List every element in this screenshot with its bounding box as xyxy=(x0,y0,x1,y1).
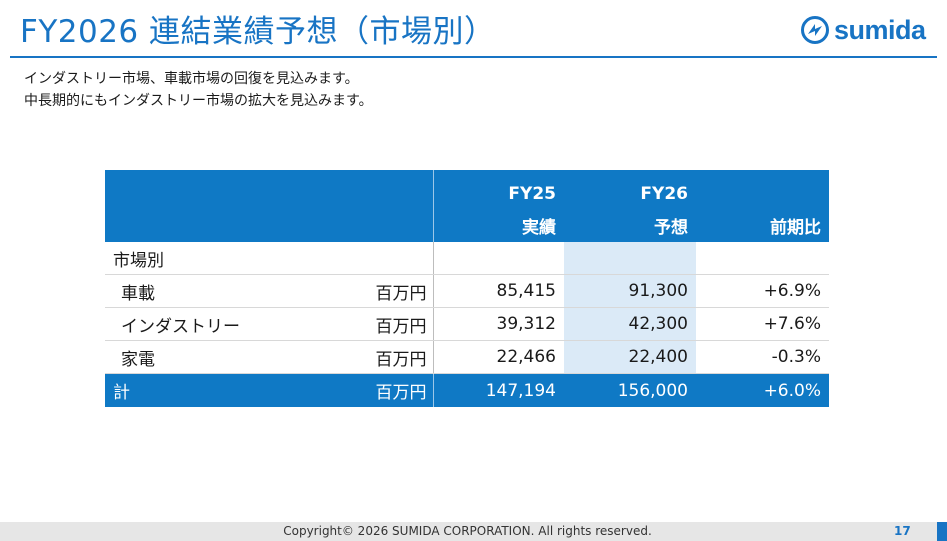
header-fy25-actual: 実績 xyxy=(433,208,564,242)
row-label-cell: 家電 百万円 xyxy=(105,340,434,374)
total-fy26-value: 156,000 xyxy=(564,373,696,407)
header-yoy-change: 前期比 xyxy=(696,208,829,242)
fy25-value: 39,312 xyxy=(433,307,564,341)
header-blank-cell xyxy=(696,170,829,208)
header-row-years: FY25 FY26 xyxy=(105,170,829,208)
header-blank-cell xyxy=(105,208,434,242)
header-fy26: FY26 xyxy=(564,170,696,208)
footer-accent-bar xyxy=(937,522,947,541)
row-label-cell: 車載 百万円 xyxy=(105,274,434,308)
yoy-value: -0.3% xyxy=(696,340,829,374)
title-divider xyxy=(10,56,937,58)
fy26-value: 22,400 xyxy=(564,340,696,374)
fy26-value: 91,300 xyxy=(564,274,696,308)
intro-line: インダストリー市場、車載市場の回復を見込みます。 xyxy=(24,71,359,87)
header-blank-cell xyxy=(105,170,434,208)
company-logo: sumida xyxy=(800,10,926,50)
section-row: 市場別 xyxy=(105,242,829,275)
sumida-logo-icon xyxy=(801,16,829,44)
table-cell xyxy=(564,242,696,275)
slide-footer: Copyright© 2026 SUMIDA CORPORATION. All … xyxy=(0,522,947,541)
header-fy25: FY25 xyxy=(433,170,564,208)
page-number: 17 xyxy=(894,524,911,538)
total-label: 計 xyxy=(113,383,130,403)
fy26-value: 42,300 xyxy=(564,307,696,341)
header-fy26-forecast: 予想 xyxy=(564,208,696,242)
yoy-value: +6.9% xyxy=(696,274,829,308)
slide-title: FY2026 連結業績予想（市場別） xyxy=(20,14,496,50)
logo-wordmark: sumida xyxy=(834,14,926,45)
header-row-types: 実績 予想 前期比 xyxy=(105,208,829,242)
row-label-cell: インダストリー 百万円 xyxy=(105,307,434,341)
row-unit: 百万円 xyxy=(375,283,427,304)
yoy-value: +7.6% xyxy=(696,307,829,341)
section-label: 市場別 xyxy=(105,242,434,275)
total-row: 計 百万円 147,194 156,000 +6.0% xyxy=(105,373,829,407)
fy25-value: 85,415 xyxy=(433,274,564,308)
row-unit: 百万円 xyxy=(375,349,427,370)
total-label-cell: 計 百万円 xyxy=(105,373,434,407)
table-cell xyxy=(696,242,829,275)
copyright-text: Copyright© 2026 SUMIDA CORPORATION. All … xyxy=(283,524,652,538)
table-row: 家電 百万円 22,466 22,400 -0.3% xyxy=(105,340,829,374)
fy25-value: 22,466 xyxy=(433,340,564,374)
total-yoy-value: +6.0% xyxy=(696,373,829,407)
intro-line: 中長期的にもインダストリー市場の拡大を見込みます。 xyxy=(24,93,373,109)
table-row: インダストリー 百万円 39,312 42,300 +7.6% xyxy=(105,307,829,341)
table-cell xyxy=(433,242,564,275)
row-label: 車載 xyxy=(121,283,155,304)
total-unit: 百万円 xyxy=(375,383,427,403)
table-row: 車載 百万円 85,415 91,300 +6.9% xyxy=(105,274,829,308)
total-fy25-value: 147,194 xyxy=(433,373,564,407)
row-unit: 百万円 xyxy=(375,316,427,337)
intro-text: インダストリー市場、車載市場の回復を見込みます。 中長期的にもインダストリー市場… xyxy=(24,68,373,112)
row-label: 家電 xyxy=(121,349,155,370)
forecast-table: FY25 FY26 実績 予想 前期比 市場別 車載 百万円 85,415 91… xyxy=(105,170,829,407)
row-label: インダストリー xyxy=(121,316,240,337)
